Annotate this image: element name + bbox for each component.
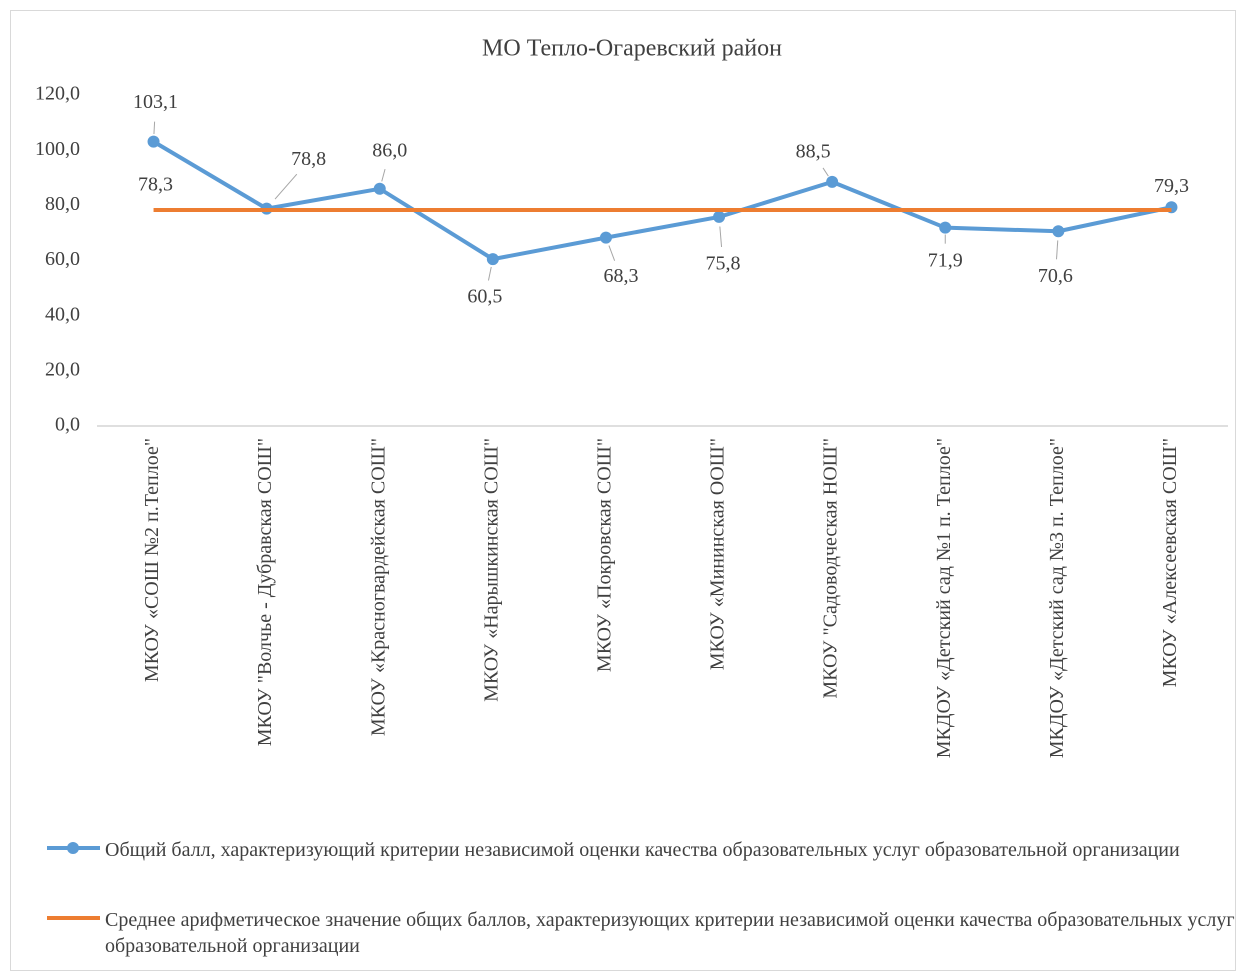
x-tick-label: МКОУ "Садоводческая НОШ" [820, 438, 842, 699]
data-label: 60,5 [467, 286, 502, 308]
chart-border [10, 10, 1236, 971]
point [826, 175, 839, 188]
y-tick-label: 0,0 [55, 414, 80, 436]
leader-line [1056, 240, 1059, 260]
y-tick-label: 100,0 [35, 138, 80, 160]
leader-line [822, 167, 829, 177]
point [147, 135, 160, 148]
leader-line [487, 266, 492, 281]
legend-label: Общий балл, характеризующий критерии нез… [105, 839, 1180, 861]
y-tick-label: 120,0 [35, 83, 80, 105]
data-label: 75,8 [706, 253, 741, 275]
data-label: 78,8 [291, 148, 326, 170]
data-label: 68,3 [603, 265, 638, 287]
legend-label: Среднее арифметическое значение общих ба… [105, 909, 1235, 957]
x-tick-label: МКОУ «Покровская СОШ" [594, 438, 616, 672]
data-label: 86,0 [372, 139, 407, 161]
chart-title: МО Тепло-Огаревский район [482, 36, 782, 62]
leader-line [719, 226, 723, 248]
point [713, 210, 726, 223]
leader-line [274, 173, 298, 200]
point [599, 231, 612, 244]
point [373, 182, 386, 195]
x-tick-label: МКОУ «Красногвардейская СОШ" [367, 438, 389, 736]
legend-marker [67, 842, 79, 854]
data-label: 71,9 [928, 249, 963, 271]
data-label: 103,1 [133, 91, 178, 113]
y-tick-label: 80,0 [45, 193, 80, 215]
point [1052, 225, 1065, 238]
y-tick-label: 40,0 [45, 303, 80, 325]
x-tick-label: МКДОУ «Детский сад №1 п. Теплое" [933, 438, 955, 758]
leader-line [608, 245, 616, 261]
point [939, 221, 952, 234]
data-label: 78,3 [138, 174, 173, 196]
y-tick-label: 60,0 [45, 248, 80, 270]
x-tick-label: МКОУ «СОШ №2 п.Теплое" [141, 438, 163, 682]
data-label: 79,3 [1154, 175, 1189, 197]
x-tick-label: МКОУ "Волчье - Дубравская СОШ" [254, 438, 276, 746]
y-tick-label: 20,0 [45, 358, 80, 380]
data-label: 70,6 [1038, 265, 1073, 287]
series-line [152, 139, 1172, 262]
x-tick-label: МКДОУ «Детский сад №3 п. Теплое" [1046, 438, 1068, 758]
data-label: 88,5 [796, 140, 831, 162]
point [486, 253, 499, 266]
x-tick-label: МКОУ «Нарышкинская СОШ" [480, 438, 502, 702]
x-tick-label: МКОУ «Алексеевская СОШ" [1159, 438, 1181, 687]
leader-line [381, 169, 386, 182]
leader-line [153, 121, 156, 135]
x-tick-label: МКОУ «Мининская ООШ" [707, 438, 729, 670]
